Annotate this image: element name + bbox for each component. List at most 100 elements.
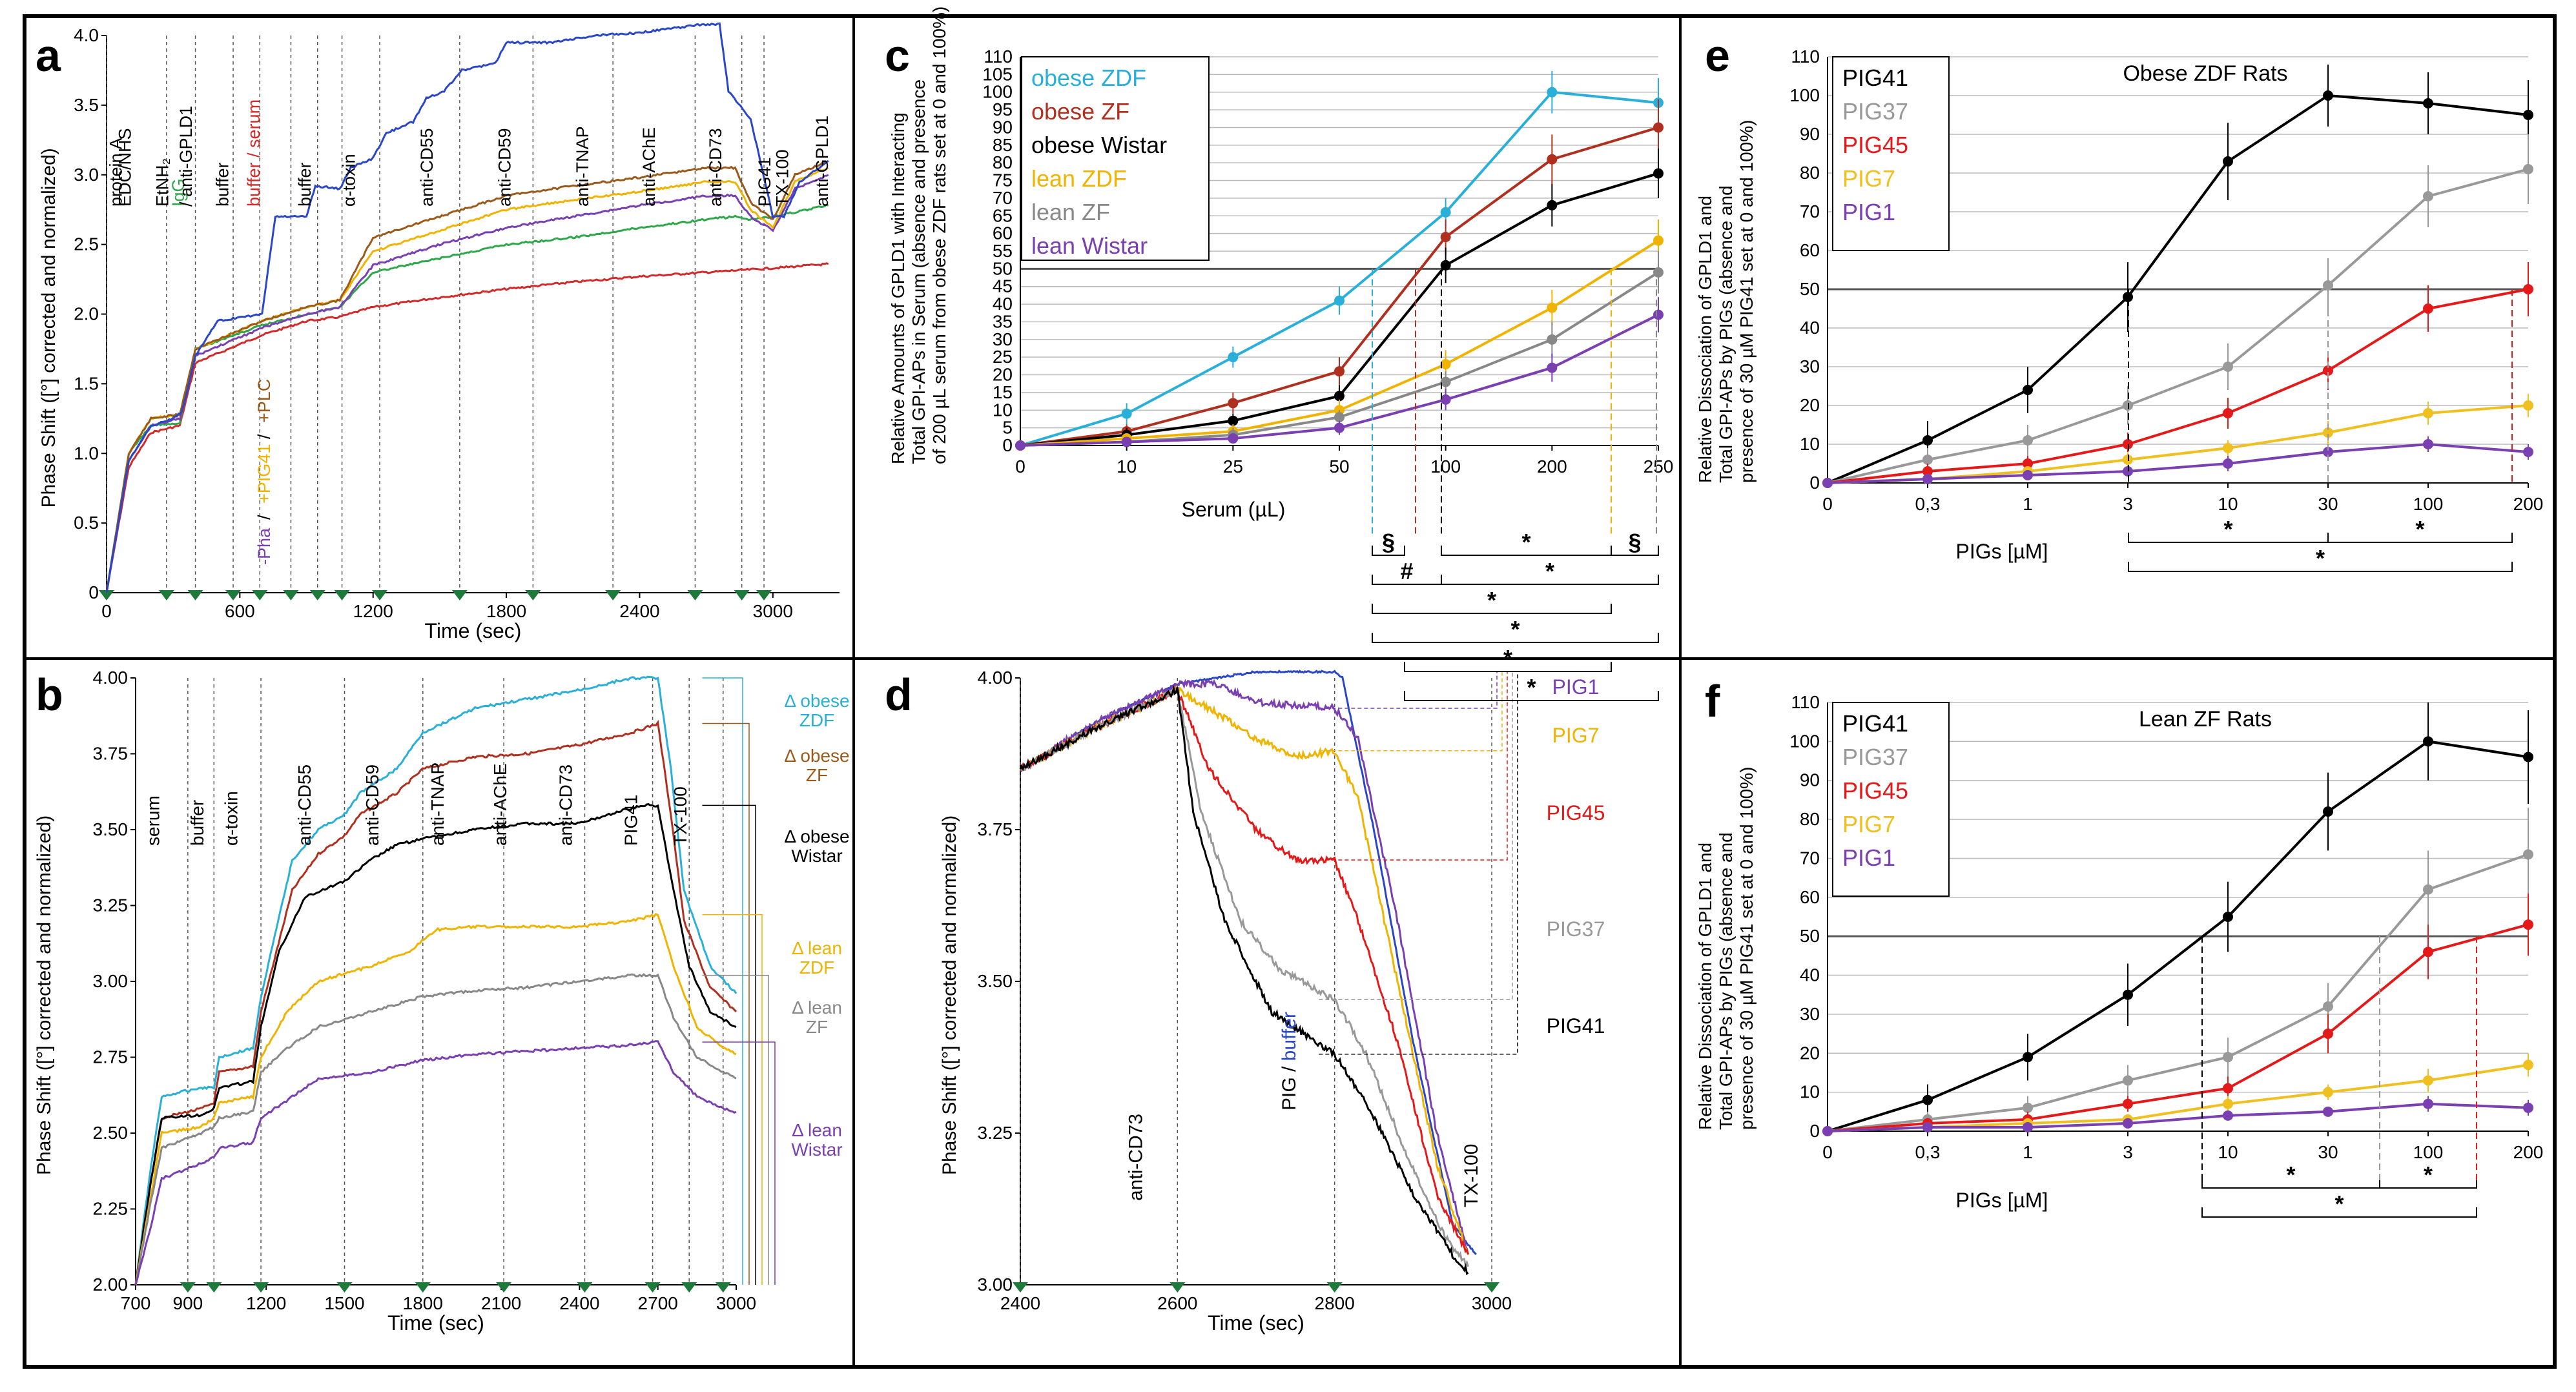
significance-marker: * xyxy=(1545,558,1554,584)
y-tick-label: 40 xyxy=(993,294,1013,314)
annotation-label: IgG xyxy=(169,178,188,207)
legend-condition: -Pha xyxy=(254,527,274,565)
annotation-label: anti-CD73 xyxy=(706,128,725,207)
x-tick-label: 0 xyxy=(1822,494,1833,514)
injection-marker xyxy=(496,1282,512,1293)
significance-bracket xyxy=(1372,546,1405,556)
annotation-label: buffer xyxy=(187,800,207,846)
x-tick-label: 2600 xyxy=(1157,1293,1197,1313)
data-point xyxy=(2323,427,2333,438)
significance-bracket xyxy=(1441,575,1659,585)
y-tick-label: 75 xyxy=(993,170,1013,190)
annotation-label: TX-100 xyxy=(670,786,690,846)
injection-marker xyxy=(225,590,242,600)
x-axis-title: PIGs [µM] xyxy=(1956,540,2048,563)
significance-bracket xyxy=(1372,604,1612,614)
x-tick-label: 2400 xyxy=(619,601,659,621)
delta-label: ZF xyxy=(806,765,828,785)
annotation-label: PIG41 xyxy=(755,157,774,207)
series-line-PIG45 xyxy=(1827,923,2529,1132)
annotation-label: TX-100 xyxy=(772,149,792,207)
pig-label: PIG7 xyxy=(1552,724,1600,747)
data-point xyxy=(1922,455,1933,465)
legend-entry: PIG7 xyxy=(1842,165,1895,192)
x-tick-label: 2100 xyxy=(481,1293,521,1313)
x-tick-label: 30 xyxy=(2318,494,2338,514)
y-tick-label: 100 xyxy=(1789,731,1820,751)
x-tick-label: 1 xyxy=(2023,494,2033,514)
data-point xyxy=(1547,302,1558,313)
y-tick-label: 2.5 xyxy=(74,234,99,254)
delta-label: Wistar xyxy=(791,1140,842,1160)
annotation-label: α-toxin xyxy=(340,154,359,207)
y-axis-title: Phase Shift ([°] corrected and normalize… xyxy=(38,148,59,507)
y-tick-label: 70 xyxy=(1800,848,1820,868)
data-point xyxy=(2523,400,2533,411)
data-point xyxy=(1822,1126,1833,1136)
significance-marker: * xyxy=(1487,587,1496,613)
annotation-label: buffer xyxy=(295,162,314,207)
series-line-PIG45 xyxy=(1827,288,2529,484)
series-line-PIG41 xyxy=(1827,740,2529,1132)
injection-marker xyxy=(372,590,388,600)
panel-label: a xyxy=(36,30,61,81)
y-tick-label: 2.75 xyxy=(93,1047,129,1067)
x-tick-label: 25 xyxy=(1223,456,1243,476)
y-axis-title: presence of 30 µM PIG41 set at 0 and 100… xyxy=(1736,120,1757,483)
x-tick-label: 700 xyxy=(121,1293,151,1313)
injection-marker xyxy=(577,1282,593,1293)
y-axis-title: Phase Shift ([°] corrected and normalize… xyxy=(939,815,960,1175)
annotation-label: protein A xyxy=(107,138,126,207)
legend-entry: obese ZDF xyxy=(1031,65,1146,91)
y-tick-label: 2.0 xyxy=(74,304,99,324)
x-tick-label: 1200 xyxy=(353,601,393,621)
y-tick-label: 0 xyxy=(1809,1121,1820,1141)
data-point xyxy=(2323,1029,2333,1039)
injection-marker xyxy=(681,1282,697,1293)
y-tick-label: 100 xyxy=(1789,85,1820,105)
annotation-label: anti-GPLD1 xyxy=(812,116,832,207)
x-tick-label: 2700 xyxy=(638,1293,678,1313)
data-point xyxy=(2323,1001,2333,1012)
delta-label: Δ lean xyxy=(792,938,842,958)
data-point xyxy=(2523,164,2533,174)
delta-label: ZF xyxy=(806,1017,828,1037)
y-tick-label: 105 xyxy=(982,64,1013,84)
x-tick-label: 100 xyxy=(2413,494,2444,514)
injection-marker xyxy=(451,590,468,600)
panel-e: e 0 10 20 30 40 50 60 70 80 90 100 110 0 0,3 1 3 10 30 100 2… xyxy=(1695,30,2543,572)
series-line-PIG41 xyxy=(1827,94,2529,484)
y-tick-label: 95 xyxy=(993,99,1013,119)
chart-title: Lean ZF Rats xyxy=(2139,707,2272,732)
legend-entry: PIG1 xyxy=(1842,199,1895,225)
data-point xyxy=(2123,989,2133,1000)
annotation-label: / anti-GPLD1 xyxy=(176,106,196,207)
y-tick-label: 50 xyxy=(1800,926,1820,946)
significance-bracket xyxy=(1404,691,1659,701)
data-point xyxy=(2223,1110,2233,1121)
legend-entry: PIG37 xyxy=(1842,744,1908,770)
delta-bracket xyxy=(702,914,763,1285)
data-point xyxy=(1440,376,1451,387)
legend-entry: lean Wistar xyxy=(1031,232,1148,259)
data-point xyxy=(1334,391,1345,402)
y-tick-label: 0.5 xyxy=(74,513,99,533)
data-point xyxy=(2223,443,2233,453)
injection-marker xyxy=(1013,1282,1028,1293)
legend-entry: PIG37 xyxy=(1842,98,1908,125)
injection-marker xyxy=(1326,1282,1343,1293)
panel-f: f 0 10 20 30 40 50 60 70 80 90 100 110 0 0,3 1 3 10 30 100 2… xyxy=(1695,676,2543,1218)
data-point xyxy=(2023,1052,2033,1063)
y-tick-label: 10 xyxy=(1800,434,1820,454)
y-tick-label: 110 xyxy=(984,46,1013,67)
data-point xyxy=(1440,232,1451,243)
y-tick-label: 2.50 xyxy=(93,1123,129,1143)
data-point xyxy=(2523,1102,2533,1113)
data-point xyxy=(1547,87,1558,97)
y-tick-label: 20 xyxy=(993,365,1013,385)
legend-entry: PIG1 xyxy=(1842,844,1895,871)
data-point xyxy=(2523,849,2533,860)
data-point xyxy=(2023,435,2033,445)
y-tick-label: 3.25 xyxy=(93,896,129,916)
data-point xyxy=(1547,334,1558,345)
